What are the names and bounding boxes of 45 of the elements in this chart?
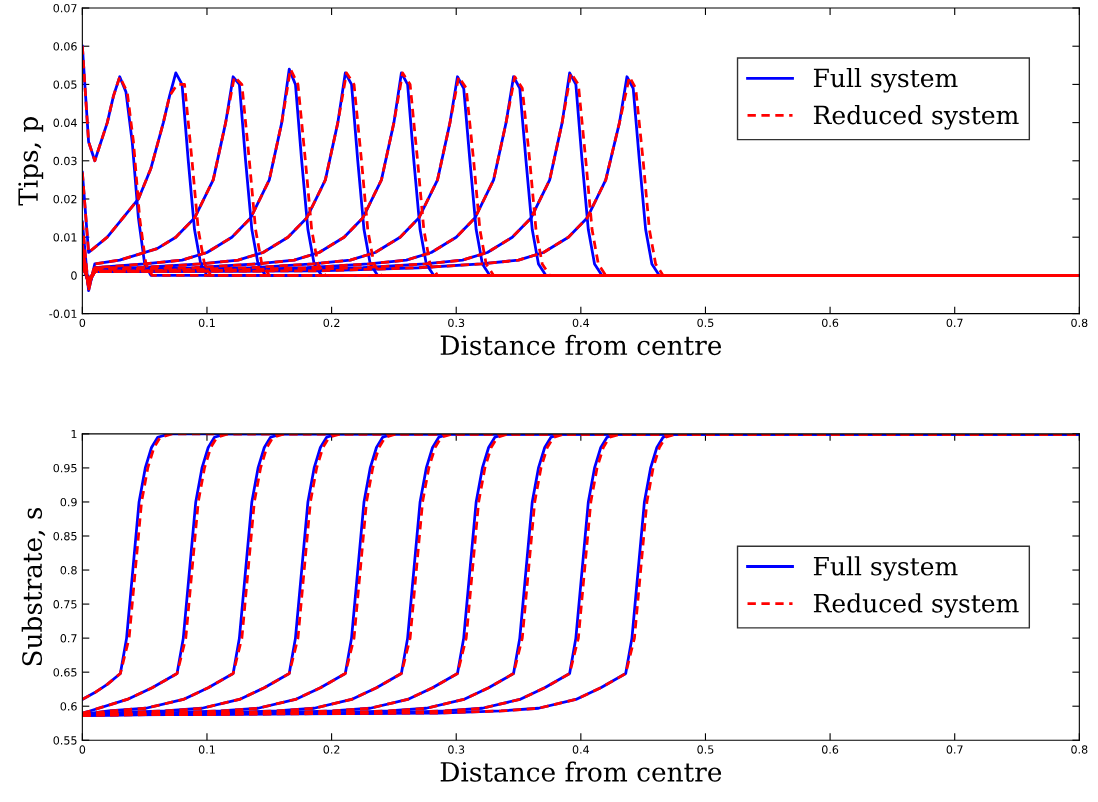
x-tick-label: 0.8	[1071, 745, 1088, 754]
x-tick-label: 0.5	[697, 318, 714, 328]
y-tick-label: -0.01	[49, 309, 77, 318]
y-tick-label: 0.95	[53, 463, 77, 473]
x-tick-label: 0.1	[198, 745, 215, 754]
x-tick-label: 0	[79, 745, 86, 754]
x-axis-title: Distance from centre	[440, 761, 722, 782]
y-tick-label: 0.01	[53, 233, 77, 242]
y-tick-label: 0.9	[60, 497, 77, 507]
x-tick-label: 0.2	[323, 318, 340, 328]
y-tick-label: 0.85	[53, 531, 77, 541]
legend-label: Reduced system	[813, 105, 1019, 130]
y-tick-label: 0	[71, 271, 77, 280]
x-tick-label: 0.3	[448, 318, 465, 328]
y-tick-label: 0.7	[60, 634, 77, 643]
x-tick-label: 0.6	[821, 745, 839, 754]
x-tick-label: 0.4	[572, 318, 590, 328]
y-tick-label: 0.02	[53, 194, 77, 204]
y-tick-label: 0.75	[53, 600, 77, 609]
y-tick-label: 0.07	[53, 3, 77, 13]
legend-label: Full system	[813, 68, 958, 93]
y-tick-label: 0.04	[53, 118, 77, 127]
y-tick-label: 1	[71, 430, 77, 439]
x-tick-label: 0.6	[821, 318, 839, 328]
x-tick-label: 0.4	[572, 745, 590, 754]
y-tick-label: 0.6	[60, 702, 77, 711]
y-tick-label: 0.03	[53, 156, 77, 166]
y-tick-label: 0.8	[60, 566, 77, 575]
x-axis-title: Distance from centre	[440, 334, 722, 356]
legend-label: Full system	[813, 556, 958, 581]
x-tick-label: 0.5	[697, 745, 714, 754]
x-tick-label: 0.1	[198, 318, 215, 328]
y-axis-title: Substrate, s	[21, 507, 46, 666]
y-tick-label: 0.05	[53, 80, 77, 89]
y-axis-title: Tips, p	[18, 117, 44, 206]
x-tick-label: 0.7	[946, 318, 963, 328]
y-tick-label: 0.55	[53, 736, 77, 745]
x-tick-label: 0.3	[448, 745, 465, 754]
x-tick-label: 0.8	[1071, 318, 1088, 328]
x-tick-label: 0.2	[323, 745, 340, 754]
x-tick-label: 0	[79, 318, 86, 328]
y-tick-label: 0.65	[53, 668, 77, 677]
y-tick-label: 0.06	[53, 42, 77, 51]
legend-label: Reduced system	[813, 593, 1019, 618]
x-tick-label: 0.7	[946, 745, 963, 754]
